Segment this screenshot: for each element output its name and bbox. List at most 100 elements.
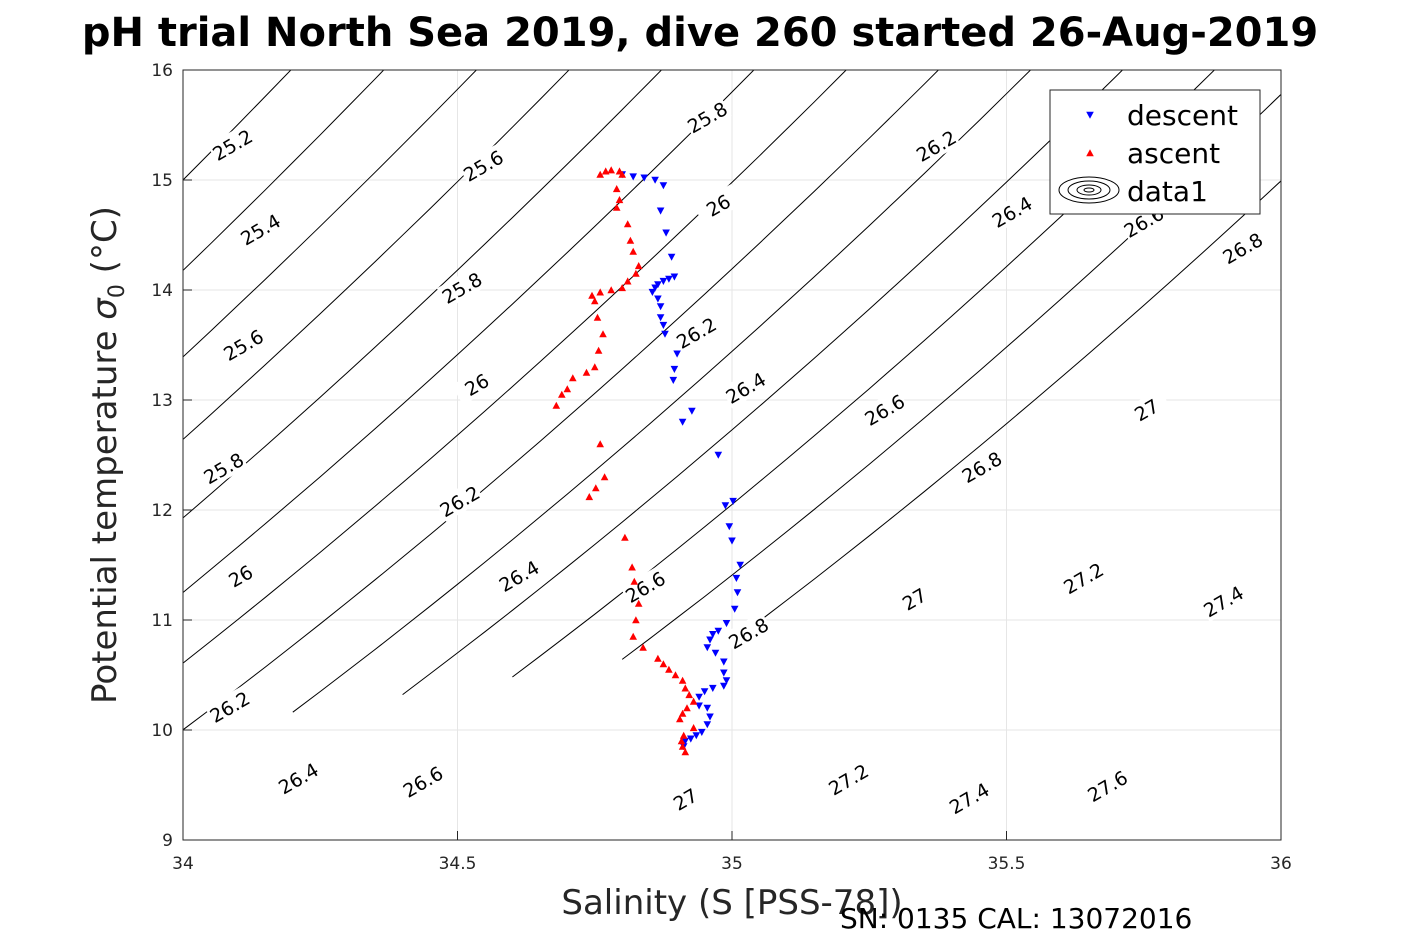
descent-point (665, 275, 673, 283)
density-contour-line (731, 180, 1281, 643)
ascent-point (681, 748, 690, 756)
contour-label-background (215, 554, 266, 597)
descent-point (651, 176, 659, 184)
ascent-point (678, 709, 687, 717)
descent-point (651, 284, 659, 292)
contour-label-background (986, 190, 1037, 233)
ascent-point (591, 297, 599, 305)
ascent-point (615, 196, 624, 204)
ascent-point (607, 166, 615, 174)
descent-point (654, 295, 662, 303)
density-contour-line (183, 70, 570, 441)
ascent-point (588, 291, 596, 299)
y-tick-label: 13 (151, 391, 173, 411)
y-axis-label-main: Potential temperature (85, 320, 125, 704)
descent-point (662, 229, 670, 237)
ascent-point (634, 599, 643, 607)
descent-point (709, 631, 717, 639)
contour-label-background (493, 554, 544, 597)
descent-point (659, 277, 668, 285)
descent-point (706, 636, 714, 644)
ascent-point (678, 742, 687, 750)
descent-point (695, 702, 703, 710)
descent-point (656, 303, 665, 311)
descent-point (695, 693, 703, 701)
descent-point (720, 669, 728, 677)
ascent-point (618, 170, 626, 178)
descent-point (728, 537, 736, 545)
y-tick-label: 11 (151, 611, 173, 631)
ascent-point (632, 616, 640, 624)
contour-label-background (434, 479, 485, 522)
contour-label-background (1198, 579, 1248, 622)
ascent-point (659, 660, 668, 668)
contour-label-background (458, 144, 508, 187)
y-tick-label: 12 (151, 501, 173, 521)
ascent-point (629, 247, 637, 255)
descent-point (729, 497, 737, 505)
y-tick-label: 10 (151, 721, 173, 741)
legend-box (1049, 89, 1261, 215)
descent-point (736, 561, 744, 569)
ascent-point (600, 473, 609, 481)
descent-point (688, 407, 696, 415)
density-contour-line (183, 70, 292, 181)
contour-label-background (451, 363, 502, 406)
ascent-point (594, 346, 603, 354)
y-tick-label: 16 (151, 61, 173, 81)
ascent-point (591, 363, 599, 371)
descent-point (678, 418, 687, 426)
contour-label-background (436, 266, 487, 309)
serial-calibration-note: SN: 0135 CAL: 13072016 (840, 902, 1192, 935)
density-contour-line (621, 93, 1281, 660)
descent-point (670, 365, 679, 373)
x-axis-label: Salinity (S [PSS-78]) (561, 883, 902, 923)
descent-point (670, 273, 679, 281)
contour-label-background (723, 611, 774, 654)
contour-label-background (397, 760, 448, 803)
descent-point (720, 682, 728, 690)
legend-ascent-label: ascent (1127, 137, 1220, 170)
contour-label-background (198, 446, 249, 489)
ascent-point (582, 368, 591, 376)
contour-label-background (1217, 226, 1268, 269)
descent-point (700, 688, 709, 696)
descent-point (698, 728, 706, 736)
ascent-point (683, 704, 691, 712)
legend: descent ascent data1 (1049, 89, 1261, 215)
ascent-point (628, 563, 636, 571)
ascent-point (592, 484, 600, 492)
x-tick-label: 36 (1270, 854, 1292, 874)
descent-point (692, 732, 701, 740)
contour-label-background (911, 124, 961, 167)
contour-label-background (889, 577, 939, 620)
ascent-point (596, 440, 604, 448)
ascent-point (552, 401, 561, 409)
ascent-point (632, 269, 640, 277)
y-tick-label: 14 (151, 281, 173, 301)
ascent-point (593, 313, 602, 321)
ascent-point (596, 288, 604, 296)
legend-ascent-marker (1086, 149, 1094, 157)
ascent-point (639, 643, 647, 651)
ascent-point (601, 167, 610, 175)
descent-point (733, 589, 742, 597)
ascent-point (563, 385, 572, 393)
x-tick-label: 34 (172, 854, 194, 874)
contour-label-background (218, 323, 268, 366)
contour-label-background (1082, 764, 1133, 807)
series-descent (618, 171, 744, 751)
descent-point (714, 451, 723, 459)
legend-ascent-symbol (1086, 149, 1094, 157)
x-tick-label: 35.5 (988, 854, 1026, 874)
y-axis-label: Potential temperature σ0 (°C) (85, 206, 130, 704)
contour-label-background (660, 777, 710, 820)
density-contour-line (183, 70, 478, 358)
x-tick-labels: 34 34.5 35 35.5 36 (172, 854, 1292, 874)
descent-point (659, 182, 668, 190)
density-contour-line (402, 70, 1124, 695)
ascent-point (681, 684, 690, 692)
descent-point (659, 321, 668, 329)
descent-point (673, 350, 681, 358)
ascent-point (596, 170, 604, 178)
